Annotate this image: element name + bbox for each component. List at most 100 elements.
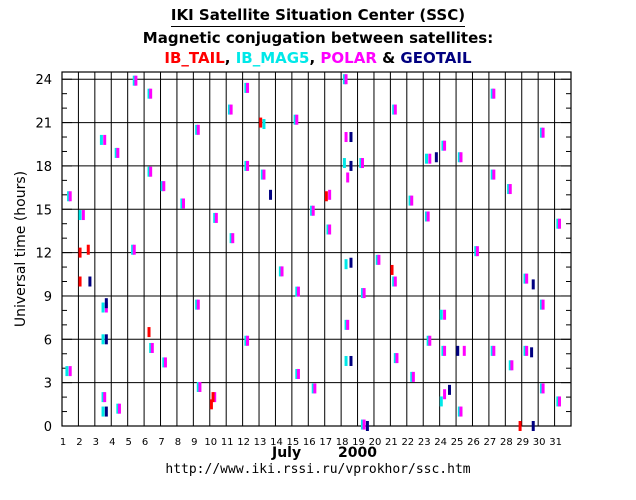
data-point — [408, 195, 412, 206]
data-point — [393, 353, 397, 364]
data-point — [541, 299, 545, 310]
data-point — [198, 381, 202, 392]
x-tick-label: 1 — [60, 437, 66, 448]
data-point — [410, 371, 414, 382]
y-tick-label: 3 — [44, 377, 52, 392]
data-point — [132, 75, 136, 86]
legend-geotail: GEOTAIL — [400, 49, 472, 67]
data-point — [104, 406, 108, 417]
data-point — [280, 266, 284, 277]
data-point — [231, 233, 235, 244]
data-point — [443, 389, 447, 400]
x-tick-label: 7 — [158, 437, 164, 448]
x-tick-label: 26 — [467, 437, 480, 448]
data-point — [362, 288, 366, 299]
data-point — [131, 244, 135, 255]
legend-polar: POLAR — [320, 49, 377, 67]
data-point — [180, 198, 184, 209]
data-point — [344, 259, 348, 270]
x-tick-label: 29 — [516, 437, 529, 448]
data-point — [229, 104, 233, 115]
x-tick-label: 16 — [303, 437, 316, 448]
data-point — [490, 169, 494, 180]
data-point — [262, 119, 266, 130]
data-point — [525, 345, 529, 356]
x-tick-label: 28 — [500, 437, 513, 448]
data-point — [346, 172, 350, 183]
chart-subtitle: Magnetic conjugation between satellites: — [142, 29, 494, 47]
data-point — [260, 169, 264, 180]
data-point — [103, 134, 107, 145]
data-point — [346, 319, 350, 330]
data-point — [344, 132, 348, 143]
data-point — [426, 211, 430, 222]
data-point — [349, 160, 353, 171]
x-tick-label: 22 — [401, 437, 414, 448]
data-point — [104, 334, 108, 345]
x-tick-label: 2 — [76, 437, 82, 448]
data-point — [296, 286, 300, 297]
data-point — [459, 406, 463, 417]
data-point — [295, 286, 299, 297]
data-point — [443, 345, 447, 356]
data-point — [324, 191, 328, 202]
data-point — [101, 302, 105, 313]
data-point — [447, 384, 451, 395]
data-point — [147, 166, 151, 177]
x-tick-label: 14 — [270, 437, 283, 448]
data-point — [328, 189, 332, 200]
data-point — [311, 205, 315, 216]
data-point — [457, 406, 461, 417]
data-point — [360, 158, 364, 169]
data-point — [475, 246, 479, 257]
data-point — [209, 399, 213, 410]
data-point — [246, 335, 250, 346]
y-tick-label: 6 — [44, 333, 52, 348]
data-point — [162, 357, 166, 368]
data-point — [360, 419, 364, 430]
data-point — [295, 114, 299, 125]
data-point — [68, 366, 72, 377]
legend-sep-2: , — [309, 49, 321, 67]
data-point — [411, 371, 415, 382]
data-point — [439, 396, 443, 407]
data-point — [558, 396, 562, 407]
data-point — [78, 210, 82, 221]
x-tick-label: 20 — [369, 437, 382, 448]
data-point — [344, 74, 348, 85]
y-axis-label: Universal time (hours) — [13, 171, 29, 327]
data-point — [244, 160, 248, 171]
data-point — [510, 360, 514, 371]
data-point — [81, 210, 85, 221]
data-point — [508, 184, 512, 195]
data-point — [67, 191, 71, 202]
data-point — [530, 347, 534, 358]
x-tick-label: 12 — [237, 437, 250, 448]
legend-ib-mag5: IB_MAG5 — [235, 49, 310, 67]
data-point — [68, 191, 72, 202]
x-tick-label: 19 — [352, 437, 365, 448]
data-point — [539, 383, 543, 394]
data-point — [490, 88, 494, 99]
data-point — [328, 224, 332, 235]
data-point — [101, 392, 105, 403]
data-point — [214, 212, 218, 223]
data-point — [541, 127, 545, 138]
data-point — [525, 273, 529, 284]
x-tick-label: 25 — [451, 437, 464, 448]
data-point — [360, 288, 364, 299]
y-tick-label: 24 — [35, 73, 52, 88]
data-point — [410, 195, 414, 206]
legend-sep-1: , — [224, 49, 236, 67]
data-point — [311, 383, 315, 394]
x-tick-label: 30 — [533, 437, 546, 448]
data-point — [162, 181, 166, 192]
data-point — [195, 299, 199, 310]
legend: IB_TAIL, IB_MAG5, POLAR & GEOTAIL — [0, 49, 636, 67]
data-point — [147, 88, 151, 99]
data-point — [375, 254, 379, 265]
y-tick-label: 9 — [44, 290, 52, 305]
data-point — [456, 345, 460, 356]
data-point — [395, 353, 399, 364]
data-point — [507, 184, 511, 195]
